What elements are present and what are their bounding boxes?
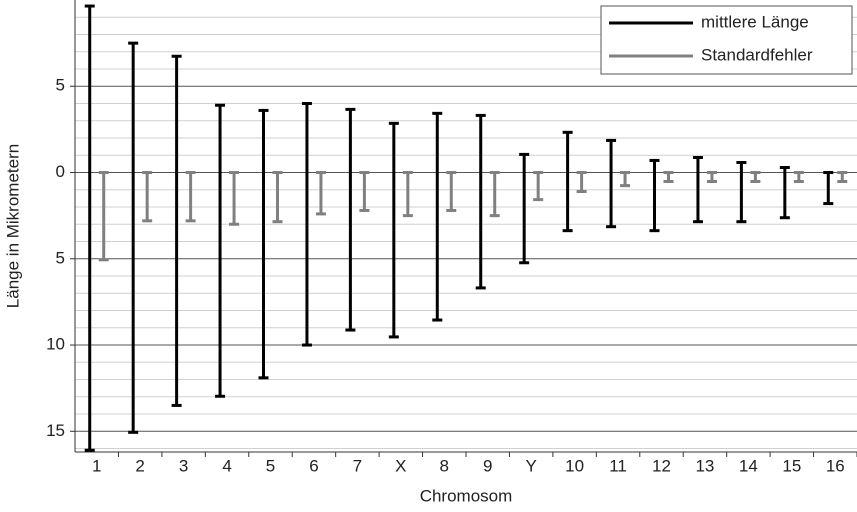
y-tick-label: 5 [56,76,65,95]
x-tick-label: 13 [695,456,714,475]
x-tick-label: 15 [782,456,801,475]
x-tick-label: 4 [222,456,231,475]
x-tick-label: 11 [609,456,627,475]
x-tick-label: 16 [826,456,845,475]
y-tick-label: 0 [56,162,65,181]
x-tick-label: 5 [266,456,275,475]
y-axis-title: Länge in Mikrometern [3,144,22,308]
x-tick-label: 7 [353,456,362,475]
x-tick-label: 12 [652,456,671,475]
x-tick-label: 2 [135,456,144,475]
x-tick-label: 3 [179,456,188,475]
x-tick-label: 9 [483,456,492,475]
y-tick-label: 15 [46,421,65,440]
y-tick-label: 10 [46,335,65,354]
x-axis-title: Chromosom [420,486,513,505]
legend-box [600,5,853,75]
x-tick-label: 1 [92,456,101,475]
legend-label: mittlere Länge [701,12,809,31]
x-tick-label: 6 [309,456,318,475]
x-tick-label: X [395,456,406,475]
x-tick-label: 10 [565,456,584,475]
x-tick-label: 14 [739,456,758,475]
y-tick-label: 5 [56,248,65,267]
x-tick-label: 8 [440,456,449,475]
x-tick-label: Y [525,456,536,475]
legend-label: Standardfehler [701,45,813,64]
